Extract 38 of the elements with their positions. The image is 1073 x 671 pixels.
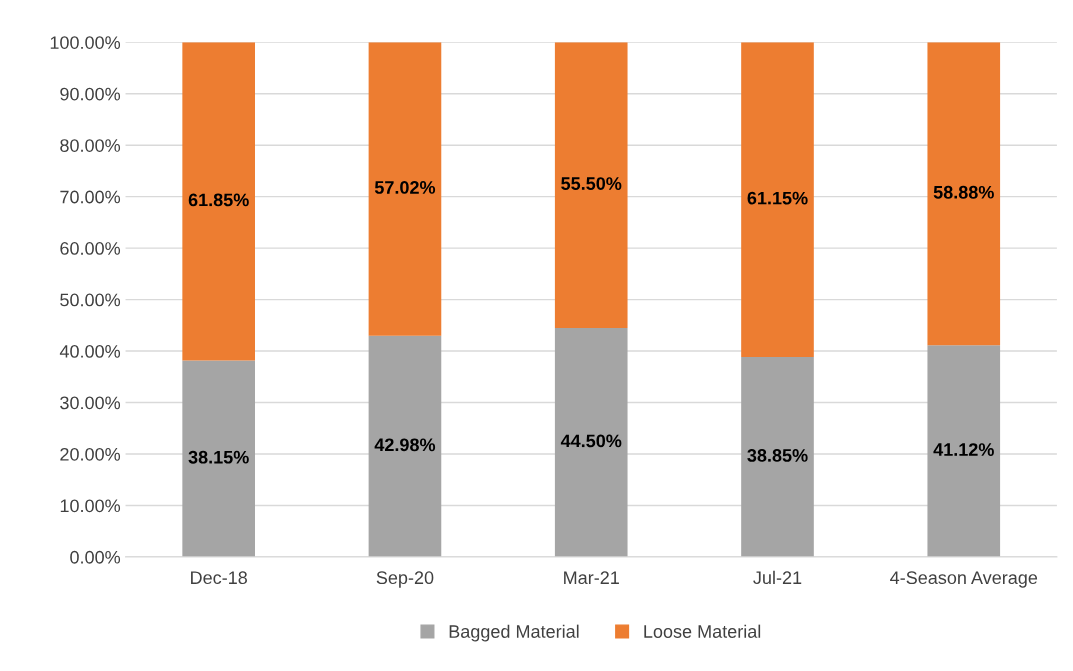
y-tick-label: 80.00% (60, 139, 121, 152)
x-tick-label: 4-Season Average (890, 571, 1038, 588)
bar (182, 42, 255, 361)
legend-label: Bagged Material (449, 624, 579, 642)
data-label: 55.50% (561, 177, 622, 190)
y-tick-label: 20.00% (60, 447, 121, 461)
bar (741, 42, 814, 357)
data-label: 58.88% (933, 185, 994, 199)
bar (741, 356, 814, 557)
y-tick-label: 100.00% (50, 36, 121, 49)
x-tick-label: Sep-20 (376, 571, 434, 588)
x-tick-label: Mar-21 (564, 571, 619, 585)
bar (368, 335, 442, 557)
data-label: 38.85% (747, 449, 808, 462)
data-label: 41.12% (933, 443, 994, 456)
y-tick-label: 10.00% (60, 499, 121, 513)
y-tick-label: 70.00% (60, 190, 121, 204)
data-label: 57.02% (374, 181, 436, 194)
data-label: 61.15% (747, 191, 808, 205)
x-tick-label: Jul-21 (753, 570, 802, 585)
y-tick-label: 90.00% (60, 87, 121, 101)
data-label: 38.15% (188, 450, 249, 464)
data-label: 42.98% (374, 438, 436, 452)
bar (927, 42, 1001, 346)
bar (554, 327, 628, 557)
y-tick-label: 0.00% (70, 550, 121, 564)
bar (554, 42, 628, 328)
bar (368, 42, 442, 336)
bar (182, 360, 255, 557)
data-label: 61.85% (188, 193, 249, 207)
y-tick-label: 60.00% (60, 242, 121, 255)
y-tick-label: 40.00% (59, 345, 121, 358)
y-tick-label: 30.00% (60, 396, 121, 410)
x-tick-label: Dec-18 (191, 571, 247, 585)
legend-label: Loose Material (644, 624, 761, 638)
y-tick-label: 50.00% (60, 293, 121, 307)
data-label: 44.50% (560, 434, 622, 448)
bar (927, 345, 1001, 557)
